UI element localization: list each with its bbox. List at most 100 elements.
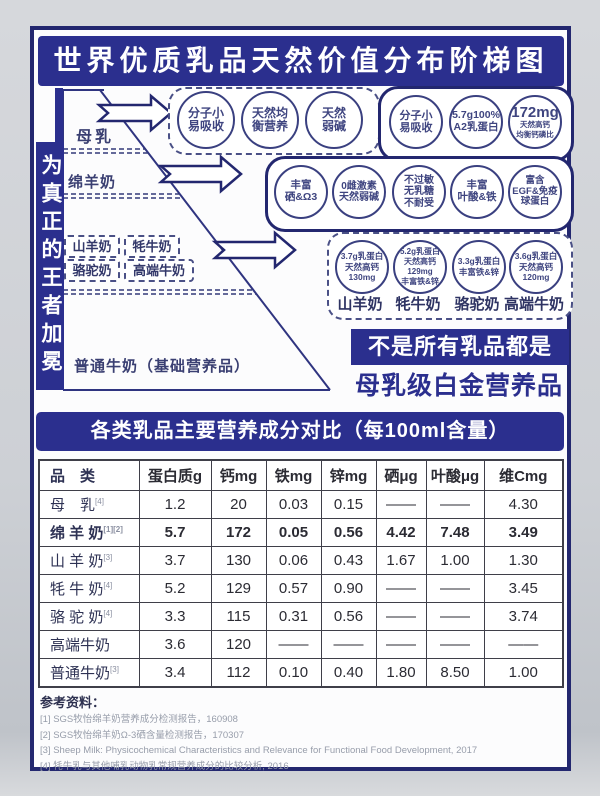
badge-line: 丰富铁&锌 bbox=[401, 277, 439, 286]
table-cell: 4.30 bbox=[483, 490, 564, 519]
table-cell: —— bbox=[483, 630, 564, 659]
table-cell: 20 bbox=[210, 490, 267, 519]
badge-line: EGF&免疫 bbox=[512, 185, 558, 197]
table-cell: —— bbox=[375, 574, 427, 603]
ref-superscript: [4] bbox=[103, 581, 113, 590]
table-row-premium-milk: 高端牛奶 3.6 120 —— —— —— —— —— bbox=[38, 630, 564, 659]
badge-circle: 富含 EGF&免疫 球蛋白 bbox=[508, 165, 562, 219]
table-cell: 1.00 bbox=[425, 546, 485, 575]
ref-superscript: [3] bbox=[103, 553, 113, 562]
arrow-icon bbox=[95, 93, 173, 133]
badge-circle: 分子小 易吸收 bbox=[177, 91, 235, 149]
badge-line: 不耐受 bbox=[404, 197, 434, 209]
table-cell: 0.03 bbox=[265, 490, 322, 519]
table-cell: —— bbox=[375, 630, 427, 659]
table-cell: 3.45 bbox=[483, 574, 564, 603]
side-slogan-bar: 为真正的王者加冕 bbox=[36, 142, 64, 390]
step-label-breast-milk: 母乳 bbox=[76, 129, 115, 146]
column-header: 钙mg bbox=[210, 459, 267, 491]
badge-line: 天然均 bbox=[251, 105, 288, 120]
badge-line: 易吸收 bbox=[399, 122, 433, 134]
slogan-line1: 不是所有乳品都是 bbox=[351, 329, 569, 365]
step-tag-yak-milk: 牦牛奶 bbox=[124, 235, 180, 258]
table-cell: 0.43 bbox=[320, 546, 377, 575]
table-cell: —— bbox=[375, 490, 427, 519]
ref-superscript: [3] bbox=[110, 665, 119, 674]
table-cell: 3.49 bbox=[483, 518, 564, 547]
table-row-camel-milk: 骆 驼 奶[4] 3.3 115 0.31 0.56 —— —— 3.74 bbox=[38, 602, 564, 631]
table-row-yak-milk: 牦 牛 奶[4] 5.2 129 0.57 0.90 —— —— 3.45 bbox=[38, 574, 564, 603]
table-cell: 3.74 bbox=[483, 602, 564, 631]
table-title: 各类乳品主要营养成分对比（每100ml含量） bbox=[36, 412, 564, 451]
row-name: 普通牛奶[3] bbox=[38, 658, 140, 688]
badge-label-goat-milk: 山羊奶 bbox=[337, 296, 383, 313]
table-cell: 5.7 bbox=[138, 518, 212, 547]
table-row-sheep-milk: 绵 羊 奶[1][2] 5.7 172 0.05 0.56 4.42 7.48 … bbox=[38, 518, 564, 547]
row-name: 骆 驼 奶[4] bbox=[38, 602, 140, 631]
milk-name: 母 乳 bbox=[50, 497, 96, 514]
badge-line: 均衡钙磷比 bbox=[516, 129, 554, 139]
column-header: 维Cmg bbox=[483, 459, 564, 491]
ref-superscript: [4] bbox=[95, 497, 104, 506]
column-header: 铁mg bbox=[265, 459, 322, 491]
badge-circle: 172mg 天然高钙 均衡钙磷比 bbox=[508, 95, 562, 149]
step-label-regular-milk: 普通牛奶（基础营养品） bbox=[74, 358, 251, 375]
badge-line: 天然 bbox=[321, 105, 346, 120]
badge-circle: 分子小 易吸收 bbox=[389, 95, 443, 149]
sidebar-strip bbox=[55, 88, 63, 144]
table-cell: —— bbox=[265, 630, 322, 659]
badge-line: 球蛋白 bbox=[520, 196, 550, 208]
row-name: 山 羊 奶[3] bbox=[38, 546, 140, 575]
table-header-row: 品 类 蛋白质g 钙mg 铁mg 锌mg 硒μg 叶酸μg 维Cmg bbox=[38, 459, 564, 491]
table-cell: 1.00 bbox=[483, 658, 564, 688]
column-header: 锌mg bbox=[320, 459, 377, 491]
table-cell: 1.80 bbox=[375, 658, 427, 688]
milk-name: 骆 驼 奶 bbox=[50, 609, 104, 626]
table-cell: 3.3 bbox=[138, 602, 212, 631]
badge-line: 天然弱碱 bbox=[339, 192, 379, 203]
milk-name: 普通牛奶 bbox=[50, 665, 111, 682]
table-cell: 0.56 bbox=[320, 518, 377, 547]
badge-line: 0雌激素 bbox=[341, 180, 377, 192]
table-cell: 0.57 bbox=[265, 574, 322, 603]
table-cell: 0.06 bbox=[265, 546, 322, 575]
table-cell: 5.2 bbox=[138, 574, 212, 603]
badge-line: 丰富 bbox=[466, 179, 488, 192]
badge-circle: 天然均 衡营养 bbox=[241, 91, 299, 149]
column-header: 叶酸μg bbox=[425, 459, 485, 491]
side-slogan-text: 为真正的王者加冕 bbox=[39, 154, 62, 378]
table-cell: 1.30 bbox=[483, 546, 564, 575]
badge-circle: 丰富 叶酸&铁 bbox=[450, 165, 504, 219]
step-tag-premium-milk: 高端牛奶 bbox=[124, 259, 194, 282]
badge-line: 分子小 bbox=[399, 109, 433, 122]
badge-circle: 丰富 硒&Ω3 bbox=[274, 165, 328, 219]
references-title: 参考资料： bbox=[40, 695, 106, 710]
table-cell: 7.48 bbox=[425, 518, 485, 547]
ref-superscript: [4] bbox=[103, 609, 113, 618]
table-cell: —— bbox=[425, 574, 485, 603]
badge-line: 不过敏 bbox=[404, 175, 434, 187]
table-cell: 3.4 bbox=[138, 658, 212, 688]
table-cell: 1.2 bbox=[138, 490, 212, 519]
badge-circle: 天然 弱碱 bbox=[305, 91, 363, 149]
step-label-sheep-milk: 绵羊奶 bbox=[68, 174, 117, 191]
badge-line: 3.3g乳蛋白 bbox=[457, 256, 501, 267]
table-cell: 4.42 bbox=[375, 518, 427, 547]
badge-line: 天然高钙129mg bbox=[404, 257, 436, 276]
table-cell: 0.90 bbox=[320, 574, 377, 603]
row-name: 绵 羊 奶[1][2] bbox=[38, 518, 140, 547]
badge-line: 天然高钙 bbox=[344, 261, 379, 272]
table-cell: 0.56 bbox=[320, 602, 377, 631]
table-cell: 0.05 bbox=[265, 518, 322, 547]
badge-line: 丰富 bbox=[290, 179, 312, 192]
badge-line: 天然高钙 bbox=[518, 261, 553, 272]
badge-label-camel-milk: 骆驼奶 bbox=[454, 296, 500, 313]
reference-item: [3] Sheep Milk: Physicochemical Characte… bbox=[40, 745, 478, 756]
table-cell: 0.10 bbox=[265, 658, 322, 688]
table-row-goat-milk: 山 羊 奶[3] 3.7 130 0.06 0.43 1.67 1.00 1.3… bbox=[38, 546, 564, 575]
badge-line: 172mg bbox=[511, 104, 559, 122]
column-header: 品 类 bbox=[38, 459, 140, 491]
ladder-diagonal bbox=[99, 89, 331, 391]
reference-item: [1] SGS牧怡绵羊奶营养成分检测报告，160908 bbox=[40, 714, 238, 725]
